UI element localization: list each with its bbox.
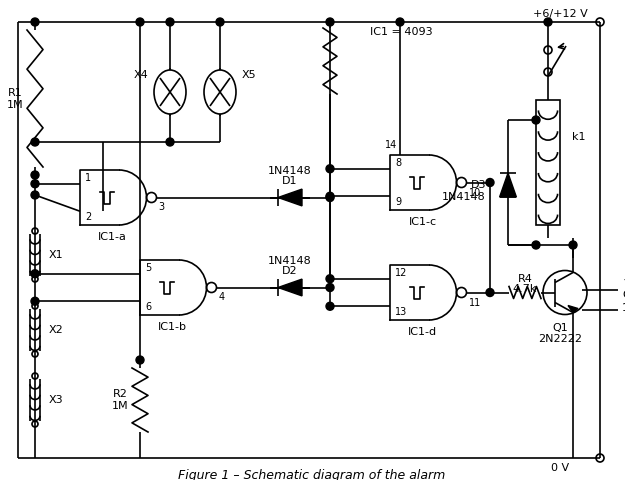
Text: R1: R1 <box>8 87 23 97</box>
Circle shape <box>136 18 144 26</box>
Circle shape <box>31 297 39 305</box>
Polygon shape <box>499 173 516 197</box>
Circle shape <box>326 192 334 200</box>
Circle shape <box>486 179 494 187</box>
Text: C2: C2 <box>622 290 625 300</box>
Circle shape <box>532 241 540 249</box>
Text: R4: R4 <box>518 274 532 284</box>
Circle shape <box>326 284 334 291</box>
Text: D3: D3 <box>471 180 486 190</box>
Text: 0 V: 0 V <box>551 463 569 473</box>
Text: k1: k1 <box>572 132 586 143</box>
Text: 11: 11 <box>469 298 481 308</box>
Circle shape <box>326 18 334 26</box>
Circle shape <box>31 270 39 278</box>
Text: 9: 9 <box>395 197 401 207</box>
Circle shape <box>532 116 540 124</box>
Circle shape <box>31 180 39 188</box>
Text: 1: 1 <box>85 173 91 183</box>
Text: X1: X1 <box>49 250 64 260</box>
Text: 1N4148: 1N4148 <box>442 192 486 202</box>
Text: 12: 12 <box>395 268 408 278</box>
Circle shape <box>166 18 174 26</box>
Polygon shape <box>278 189 302 206</box>
Text: 1M: 1M <box>6 99 23 109</box>
Text: 3: 3 <box>159 203 164 213</box>
Circle shape <box>31 191 39 199</box>
Circle shape <box>544 18 552 26</box>
Circle shape <box>326 302 334 310</box>
Text: X2: X2 <box>49 325 64 335</box>
Text: +: + <box>622 273 625 287</box>
Circle shape <box>326 193 334 202</box>
Text: 14: 14 <box>385 140 398 150</box>
Text: +6/+12 V: +6/+12 V <box>532 9 588 19</box>
Text: IC1-b: IC1-b <box>158 322 187 332</box>
Text: 2N2222: 2N2222 <box>538 334 582 344</box>
Polygon shape <box>278 279 302 296</box>
Text: X4: X4 <box>133 70 148 80</box>
Text: 1N4148: 1N4148 <box>268 255 312 265</box>
Circle shape <box>326 275 334 283</box>
Text: 1M: 1M <box>111 401 128 411</box>
Text: D1: D1 <box>282 176 298 185</box>
Circle shape <box>569 241 577 249</box>
Text: 13: 13 <box>395 307 408 317</box>
Text: 10: 10 <box>469 188 481 197</box>
Bar <box>536 100 560 225</box>
Circle shape <box>166 138 174 146</box>
Text: IC1-a: IC1-a <box>98 232 127 242</box>
Circle shape <box>486 288 494 297</box>
Text: X5: X5 <box>242 70 257 80</box>
Circle shape <box>31 138 39 146</box>
Text: 4: 4 <box>219 292 224 302</box>
Text: 100 μF: 100 μF <box>622 303 625 313</box>
Circle shape <box>216 18 224 26</box>
Text: X3: X3 <box>49 395 64 405</box>
Circle shape <box>31 18 39 26</box>
Text: 5: 5 <box>145 263 151 273</box>
Text: 1N4148: 1N4148 <box>268 166 312 176</box>
Text: IC1 = 4093: IC1 = 4093 <box>370 27 432 37</box>
Text: IC1-c: IC1-c <box>409 217 436 227</box>
Text: 6: 6 <box>145 302 151 312</box>
Text: 2: 2 <box>85 212 91 222</box>
Circle shape <box>326 165 334 173</box>
Polygon shape <box>568 305 578 312</box>
Text: 8: 8 <box>395 158 401 168</box>
Text: D2: D2 <box>282 265 298 276</box>
Text: R2: R2 <box>113 389 128 399</box>
Circle shape <box>396 18 404 26</box>
Text: Figure 1 – Schematic diagram of the alarm: Figure 1 – Schematic diagram of the alar… <box>178 469 446 480</box>
Text: IC1-d: IC1-d <box>408 327 437 337</box>
Circle shape <box>136 356 144 364</box>
Circle shape <box>31 171 39 179</box>
Text: Q1: Q1 <box>552 323 568 333</box>
Text: 4.7k: 4.7k <box>512 284 538 293</box>
